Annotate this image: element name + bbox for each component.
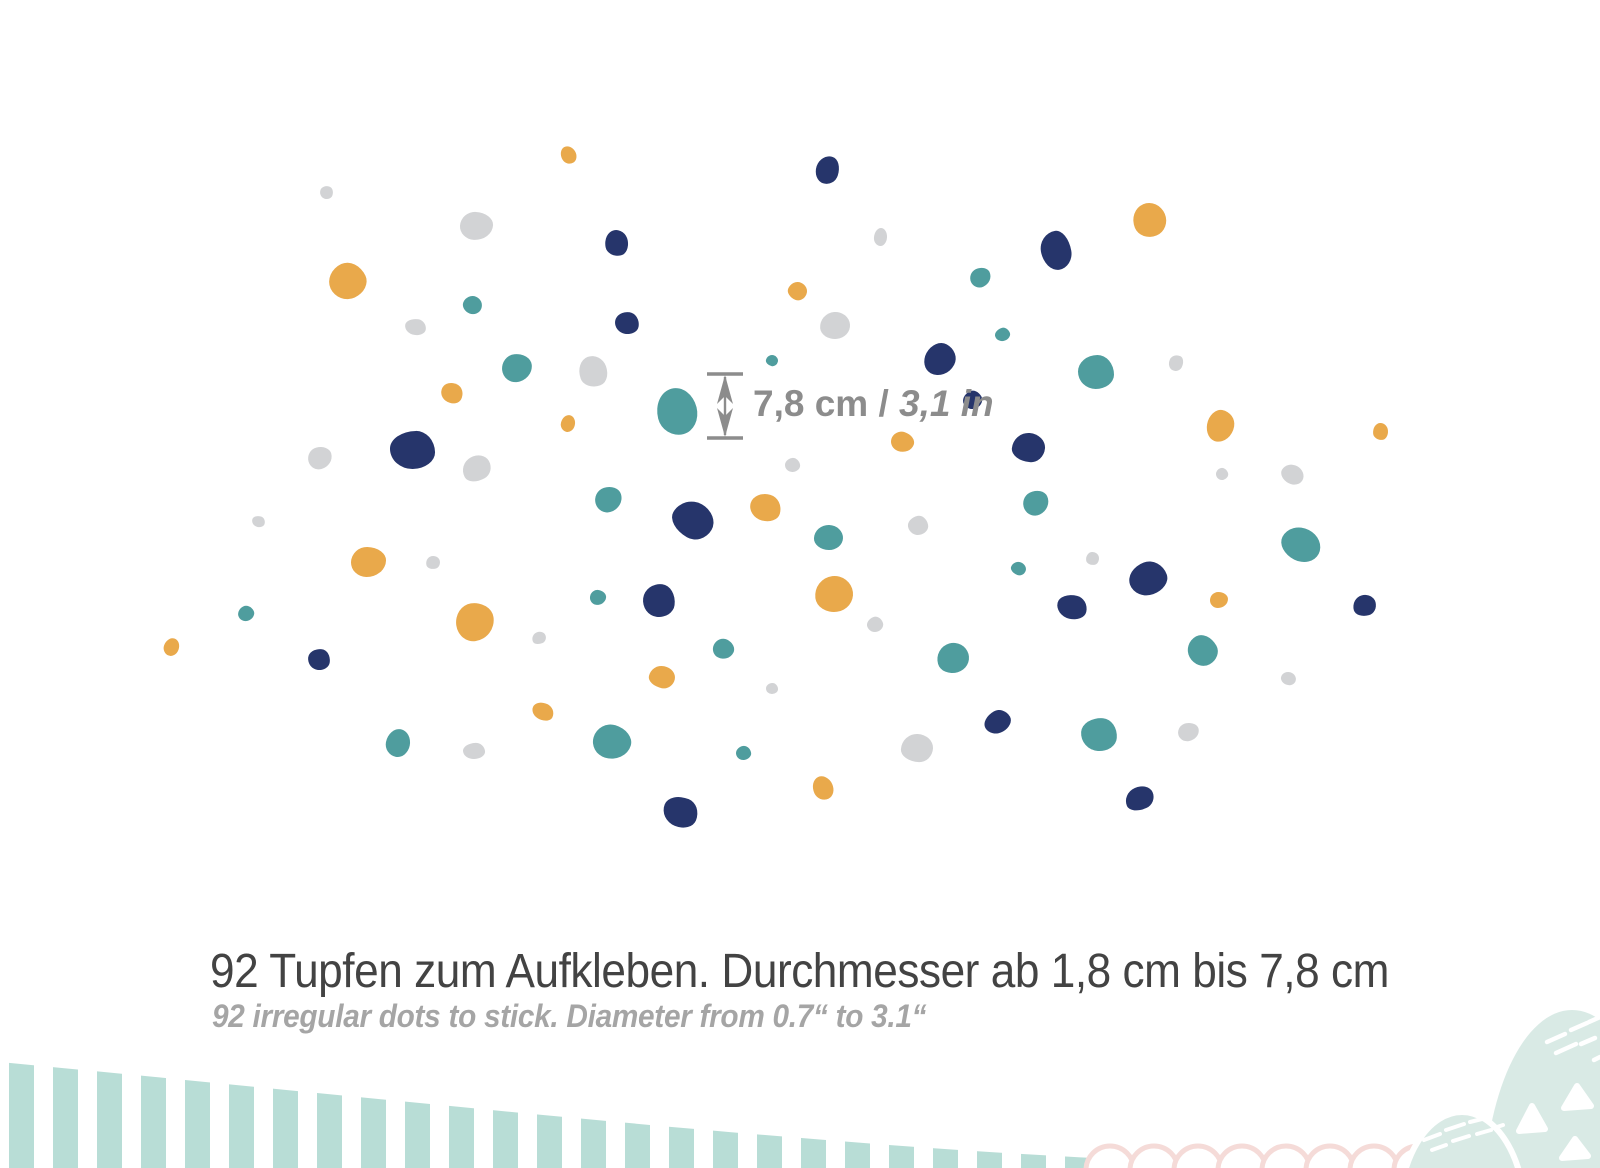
dot — [1037, 228, 1075, 272]
dot — [529, 698, 557, 724]
dot — [783, 456, 801, 474]
dot — [350, 546, 386, 578]
dot — [403, 317, 427, 337]
dot — [665, 493, 721, 547]
dot — [1078, 355, 1114, 389]
dot — [317, 183, 335, 201]
dot — [646, 663, 678, 691]
dot — [1084, 550, 1100, 566]
dot — [1124, 555, 1172, 601]
dot — [383, 726, 413, 760]
dot — [813, 524, 843, 550]
dot — [784, 279, 810, 303]
size-label: 7,8 cm / 3,1 in — [753, 383, 994, 425]
size-label-separator: / — [868, 383, 900, 424]
dot — [1079, 716, 1119, 752]
dot — [459, 293, 485, 317]
dot — [1203, 407, 1237, 445]
dot — [160, 635, 182, 659]
size-label-imperial: 3,1 in — [899, 383, 994, 424]
dot — [1010, 431, 1046, 463]
dot — [812, 573, 856, 615]
dot — [462, 742, 486, 760]
dot — [453, 600, 497, 644]
cloud-large-dashes — [1544, 1015, 1600, 1063]
dot — [589, 588, 607, 606]
dot — [306, 647, 332, 671]
dot — [602, 228, 630, 258]
dot — [864, 614, 886, 634]
dot — [1019, 486, 1053, 520]
dot — [919, 337, 961, 381]
dot — [1214, 466, 1230, 482]
dot — [734, 744, 752, 762]
dot — [1054, 591, 1090, 623]
dot — [1350, 591, 1378, 619]
dot — [1275, 520, 1327, 568]
dot — [1181, 629, 1223, 671]
dot — [1277, 460, 1307, 488]
height-arrow-icon — [707, 372, 743, 440]
cloud-large-triangles — [1516, 1083, 1594, 1161]
dot — [574, 351, 612, 391]
dot — [818, 310, 852, 340]
dot — [900, 733, 934, 763]
dot — [557, 143, 579, 167]
dot — [389, 430, 435, 470]
dot — [979, 705, 1015, 739]
dot — [613, 310, 641, 336]
dot — [235, 602, 257, 624]
dot — [530, 629, 548, 647]
dot — [765, 682, 779, 694]
dot — [591, 483, 625, 515]
scallop-border — [1083, 1143, 1445, 1168]
dot — [641, 581, 677, 619]
dot — [424, 554, 442, 570]
stripe-border — [0, 1062, 1185, 1168]
product-subtitle-en: 92 irregular dots to stick. Diameter fro… — [212, 998, 927, 1034]
dot — [906, 513, 930, 537]
dot — [764, 353, 780, 367]
dot — [811, 153, 843, 187]
dot — [322, 256, 372, 306]
size-label-metric: 7,8 cm — [753, 383, 869, 424]
dot — [588, 720, 636, 764]
dot — [559, 413, 577, 433]
dot — [1371, 421, 1389, 441]
dot — [437, 379, 467, 407]
dot — [1121, 781, 1157, 815]
dot — [872, 227, 888, 247]
cloud-large — [1485, 1010, 1600, 1168]
cloud-small — [1402, 1109, 1522, 1168]
dot — [966, 264, 994, 290]
dot — [658, 791, 702, 833]
dot — [992, 325, 1012, 343]
dot — [305, 444, 335, 472]
dot — [457, 450, 495, 486]
dot — [1127, 197, 1171, 243]
dot — [250, 514, 266, 528]
dot — [709, 635, 737, 663]
dot — [1176, 721, 1200, 743]
cloud-small-dashes — [1422, 1116, 1505, 1152]
dot — [887, 428, 917, 456]
dot — [746, 489, 784, 525]
dot — [651, 383, 703, 439]
dot — [1166, 352, 1186, 374]
dot — [933, 639, 973, 677]
dot — [458, 211, 494, 241]
dot — [808, 772, 838, 804]
dot — [1209, 591, 1229, 609]
dot — [1278, 669, 1298, 687]
dot — [1008, 559, 1028, 577]
dot — [500, 352, 534, 384]
product-title-de: 92 Tupfen zum Aufkleben. Durchmesser ab … — [210, 945, 1389, 998]
